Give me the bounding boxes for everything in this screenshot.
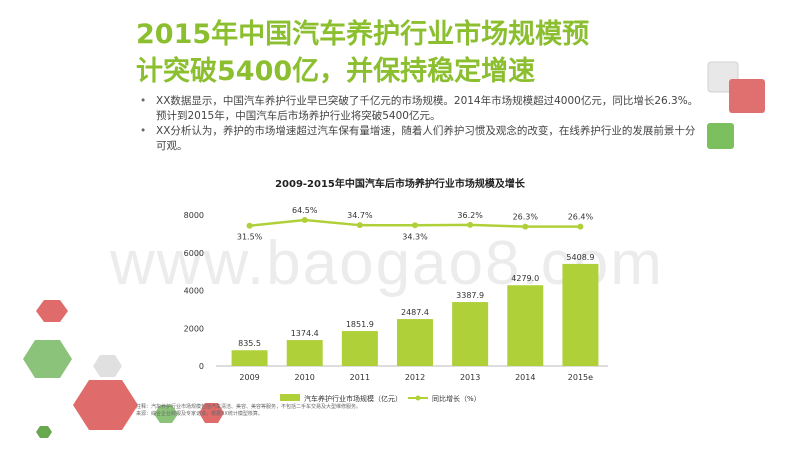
bar bbox=[397, 319, 433, 366]
chart-notes: 注释：汽车养护行业市场规模包括汽车清洁、美容、美容等服务，不包括二手车交易及大型… bbox=[136, 404, 361, 418]
growth-point bbox=[246, 222, 253, 229]
x-tick-label: 2014 bbox=[515, 373, 535, 382]
growth-value-label: 36.2% bbox=[457, 211, 483, 220]
note-line-1: 注释：汽车养护行业市场规模包括汽车清洁、美容、美容等服务，不包括二手车交易及大型… bbox=[136, 404, 362, 410]
hexagon-red-small bbox=[36, 300, 68, 322]
growth-point bbox=[577, 223, 584, 230]
square-green-decoration bbox=[707, 123, 734, 149]
bar-value-label: 3387.9 bbox=[456, 291, 484, 300]
growth-value-label: 26.4% bbox=[568, 213, 594, 222]
growth-point bbox=[522, 223, 529, 230]
y-tick-label: 2000 bbox=[184, 324, 204, 333]
hexagon-green bbox=[23, 340, 72, 378]
hexagon-grey bbox=[93, 355, 122, 377]
growth-point bbox=[301, 217, 308, 223]
bar-value-label: 1851.9 bbox=[346, 320, 374, 329]
hexagon-red-bottom bbox=[199, 403, 224, 423]
hexagon-green-tiny bbox=[36, 426, 52, 438]
growth-point bbox=[467, 221, 474, 228]
bullet-item-1: XX数据显示，中国汽车养护行业早已突破了千亿元的市场规模。2014年市场规模超过… bbox=[140, 94, 700, 124]
legend-bar-label: 汽车养护行业市场规模（亿元） bbox=[304, 394, 402, 403]
chart-title: 2009-2015年中国汽车后市场养护行业市场规模及增长 bbox=[275, 179, 525, 190]
bar bbox=[231, 350, 268, 366]
hexagon-red-large bbox=[73, 380, 138, 430]
x-tick-label: 2012 bbox=[405, 373, 425, 382]
y-tick-label: 0 bbox=[199, 362, 204, 371]
bar bbox=[452, 302, 489, 366]
growth-point bbox=[356, 222, 363, 229]
bullet-list: XX数据显示，中国汽车养护行业早已突破了千亿元的市场规模。2014年市场规模超过… bbox=[140, 94, 700, 154]
growth-value-label: 26.3% bbox=[513, 213, 539, 222]
bar-value-label: 1374.4 bbox=[291, 329, 319, 338]
title-line-1: 2015年中国汽车养护行业市场规模预 bbox=[136, 19, 590, 50]
growth-value-label: 34.3% bbox=[402, 232, 428, 241]
legend-line-label: 同比增长（%） bbox=[432, 394, 481, 403]
growth-value-label: 31.5% bbox=[237, 233, 263, 242]
bar bbox=[562, 263, 599, 366]
x-tick-label: 2010 bbox=[295, 373, 315, 382]
growth-value-label: 34.7% bbox=[347, 211, 373, 220]
bar bbox=[286, 340, 323, 366]
note-line-2: 来源：综合企业财报及专家访谈，根据XX统计模型核算。 bbox=[136, 411, 263, 417]
x-tick-label: 2015e bbox=[568, 373, 593, 382]
bar-value-label: 5408.9 bbox=[566, 253, 594, 262]
y-tick-label: 4000 bbox=[184, 287, 204, 296]
y-tick-label: 8000 bbox=[184, 211, 204, 220]
square-red-decoration bbox=[729, 79, 765, 113]
legend-line-marker bbox=[415, 395, 421, 401]
bar-value-label: 4279.0 bbox=[511, 274, 539, 283]
x-tick-label: 2013 bbox=[460, 373, 480, 382]
growth-value-label: 64.5% bbox=[292, 206, 318, 215]
bar bbox=[507, 285, 544, 366]
bar-value-label: 2487.4 bbox=[401, 308, 429, 317]
bar-value-label: 835.5 bbox=[238, 339, 261, 348]
growth-point bbox=[412, 222, 418, 229]
x-tick-label: 2009 bbox=[239, 373, 259, 382]
x-tick-label: 2011 bbox=[350, 373, 370, 382]
legend-bar-swatch bbox=[280, 394, 300, 401]
page-title: 2015年中国汽车养护行业市场规模预 计突破5400亿，并保持稳定增速 bbox=[136, 16, 656, 90]
bullet-item-2: XX分析认为，养护的市场增速超过汽车保有量增速，随着人们养护习惯及观念的改变，在… bbox=[140, 124, 700, 154]
title-line-2: 计突破5400亿，并保持稳定增速 bbox=[136, 56, 536, 87]
y-tick-label: 6000 bbox=[184, 249, 204, 258]
bar bbox=[341, 331, 378, 366]
hexagon-green-bottom bbox=[154, 405, 178, 423]
